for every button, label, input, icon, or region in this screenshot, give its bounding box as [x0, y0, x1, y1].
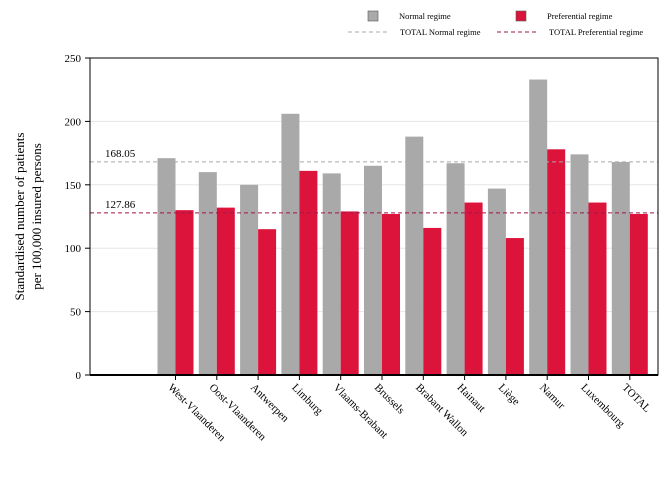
x-tick-label: Antwerpen [248, 382, 291, 425]
y-tick-label: 50 [70, 307, 82, 319]
legend: Normal regime Preferential regime TOTAL No… [348, 10, 643, 37]
bar-normal [446, 163, 465, 375]
bar-preferential [547, 149, 566, 375]
bar-normal [405, 136, 424, 375]
bar-normal [240, 184, 259, 375]
x-tick-label: Namur [537, 382, 567, 412]
x-tick-label: Limburg [289, 382, 325, 418]
bar-normal [281, 113, 300, 376]
bar-normal [322, 173, 341, 375]
x-tick-label: Brussels [372, 382, 407, 417]
y-tick-label: 250 [65, 53, 82, 65]
bar-preferential [505, 238, 524, 375]
bar-preferential [299, 170, 318, 375]
bar-preferential [340, 211, 359, 375]
reference-lines: 168.05 127.86 [90, 148, 658, 214]
bar-preferential [588, 202, 607, 375]
bar-normal [157, 158, 176, 375]
legend-label-reference-preferential: TOTAL Preferential regime [549, 27, 643, 37]
legend-swatch-normal [367, 10, 379, 22]
bar-preferential [216, 207, 235, 375]
bar-normal [570, 154, 589, 375]
bar-preferential [258, 229, 277, 375]
y-tick-label: 100 [65, 243, 82, 255]
y-tick-label: 150 [65, 180, 82, 192]
bar-normal [529, 79, 548, 375]
bar-preferential [423, 227, 442, 375]
reference-label-preferential: 127.86 [105, 199, 136, 211]
bar-normal [198, 172, 217, 375]
y-tick-label: 0 [76, 370, 82, 382]
y-tick-label: 200 [65, 116, 82, 128]
y-axis-title: Standardised number of patients per 100,0… [12, 133, 44, 301]
legend-label-reference-normal: TOTAL Normal regime [400, 27, 481, 37]
legend-swatch-preferential [515, 10, 527, 22]
legend-label-normal: Normal regime [399, 11, 451, 21]
bar-preferential [629, 213, 648, 375]
y-axis-title-line: Standardised number of patients [12, 133, 27, 301]
x-tick-label: Hainaut [454, 382, 487, 415]
x-tick-label: TOTAL [620, 382, 653, 415]
bar-preferential [175, 210, 194, 375]
x-tick-label: Liège [496, 382, 522, 408]
y-axis-title-line: per 100,000 insured persons [29, 143, 44, 290]
bar-preferential [382, 213, 400, 375]
bar-preferential [464, 202, 483, 375]
bar-normal [487, 188, 506, 375]
reference-label-normal: 168.05 [105, 148, 136, 160]
legend-label-preferential: Preferential regime [547, 11, 613, 21]
bar-normal [611, 161, 630, 375]
bar-normal [364, 165, 382, 375]
bars [157, 79, 648, 376]
